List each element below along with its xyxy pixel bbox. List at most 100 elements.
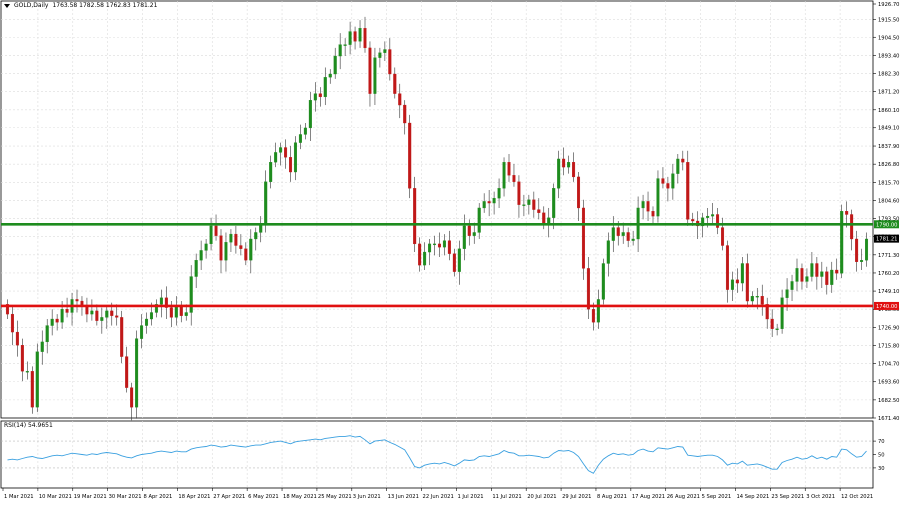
candle-body bbox=[755, 296, 759, 298]
candle-body bbox=[398, 93, 402, 106]
candle-body bbox=[770, 318, 774, 329]
candle-body bbox=[189, 276, 193, 313]
candle-body bbox=[487, 201, 491, 204]
candle-body bbox=[567, 162, 571, 168]
candle-body bbox=[234, 233, 238, 246]
candle-body bbox=[219, 235, 223, 261]
candle-body bbox=[125, 356, 129, 388]
candle-body bbox=[830, 269, 834, 285]
y-tick-label: 1915.50 bbox=[878, 17, 899, 23]
rsi-label: RSI(14) 54.9651 bbox=[4, 422, 53, 429]
candle-body bbox=[5, 304, 9, 315]
y-tick-label: 1860.10 bbox=[878, 108, 899, 114]
candle-body bbox=[229, 233, 233, 243]
candle-body bbox=[194, 260, 198, 277]
main-panel-frame bbox=[0, 0, 874, 419]
candle-body bbox=[462, 225, 466, 249]
candle-body bbox=[353, 31, 357, 42]
candle-body bbox=[298, 134, 302, 143]
candle-body bbox=[795, 268, 799, 282]
candle-body bbox=[383, 49, 387, 53]
candle-body bbox=[596, 299, 600, 323]
candle-body bbox=[666, 183, 670, 189]
candle-body bbox=[338, 44, 342, 57]
candle-body bbox=[393, 73, 397, 94]
x-tick-label: 10 Mar 2021 bbox=[39, 494, 72, 500]
candle-body bbox=[611, 227, 615, 241]
green-level-label: 1790.00 bbox=[876, 222, 897, 228]
candle-body bbox=[303, 127, 307, 135]
candle-body bbox=[467, 225, 471, 236]
candle-body bbox=[10, 313, 14, 333]
candle-body bbox=[805, 276, 809, 282]
ohlc-values: 1763.58 1782.58 1762.83 1781.21 bbox=[52, 2, 158, 9]
candle-body bbox=[120, 317, 124, 357]
rsi-tick-label: 50 bbox=[878, 453, 885, 459]
candle-body bbox=[174, 305, 178, 318]
candle-body bbox=[765, 304, 769, 320]
candle-body bbox=[199, 250, 203, 261]
candle-body bbox=[790, 281, 794, 290]
candle-body bbox=[403, 104, 407, 124]
candle-body bbox=[159, 297, 163, 305]
candle-body bbox=[447, 240, 451, 254]
x-tick-label: 30 Mar 2021 bbox=[109, 494, 142, 500]
candle-body bbox=[442, 240, 446, 248]
candle-body bbox=[179, 305, 183, 316]
candle-body bbox=[860, 260, 864, 262]
chart-title: GOLD,Daily 1763.58 1782.58 1762.83 1781.2… bbox=[4, 2, 161, 9]
candle-body bbox=[606, 240, 610, 264]
candle-body bbox=[522, 204, 526, 206]
candle-body bbox=[730, 279, 734, 290]
y-tick-label: 1671.40 bbox=[878, 416, 899, 422]
candle-body bbox=[135, 338, 139, 408]
x-tick-label: 3 Oct 2021 bbox=[806, 494, 835, 500]
red-level-tag bbox=[874, 301, 899, 310]
candle-body bbox=[65, 309, 69, 313]
current-price-tag bbox=[874, 234, 899, 243]
x-tick-label: 14 Sep 2021 bbox=[736, 494, 769, 500]
candle-body bbox=[264, 181, 268, 225]
candle-body bbox=[45, 325, 49, 343]
candle-body bbox=[735, 279, 739, 284]
candle-body bbox=[20, 345, 24, 372]
candle-body bbox=[492, 197, 496, 204]
x-tick-label: 1 Mar 2021 bbox=[4, 494, 34, 500]
candle-body bbox=[626, 232, 630, 241]
candle-body bbox=[274, 152, 278, 163]
y-tick-label: 1904.50 bbox=[878, 35, 899, 41]
rsi-tick-label: 70 bbox=[878, 439, 885, 445]
candle-body bbox=[835, 269, 839, 274]
candle-body bbox=[184, 312, 188, 316]
x-tick-label: 19 Mar 2021 bbox=[74, 494, 107, 500]
candle-body bbox=[408, 122, 412, 189]
candle-body bbox=[497, 188, 501, 199]
candle-body bbox=[204, 243, 208, 251]
candle-body bbox=[855, 238, 859, 262]
candle-body bbox=[209, 225, 213, 245]
candle-body bbox=[169, 307, 173, 318]
x-tick-label: 23 Sep 2021 bbox=[771, 494, 804, 500]
candle-body bbox=[323, 77, 327, 98]
candle-body bbox=[601, 263, 605, 300]
candle-body bbox=[55, 318, 59, 323]
candle-body bbox=[572, 162, 576, 178]
dropdown-arrow-icon[interactable] bbox=[4, 3, 10, 8]
candle-body bbox=[865, 238, 869, 261]
x-tick-label: 1 Jul 2021 bbox=[457, 494, 483, 500]
candle-body bbox=[343, 44, 347, 46]
x-tick-label: 29 Jul 2021 bbox=[562, 494, 591, 500]
y-tick-label: 1738.00 bbox=[878, 307, 899, 313]
candle-body bbox=[423, 251, 427, 266]
candle-body bbox=[532, 199, 536, 210]
y-tick-label: 1837.90 bbox=[878, 144, 899, 150]
candle-body bbox=[552, 188, 556, 218]
x-tick-label: 3 Jun 2021 bbox=[353, 494, 381, 500]
candle-body bbox=[542, 212, 546, 225]
x-tick-label: 5 Sep 2021 bbox=[702, 494, 732, 500]
candle-body bbox=[641, 201, 645, 209]
candle-body bbox=[318, 93, 322, 98]
candle-body bbox=[368, 47, 372, 94]
y-tick-label: 1804.60 bbox=[878, 198, 899, 204]
candle-body bbox=[214, 225, 218, 236]
